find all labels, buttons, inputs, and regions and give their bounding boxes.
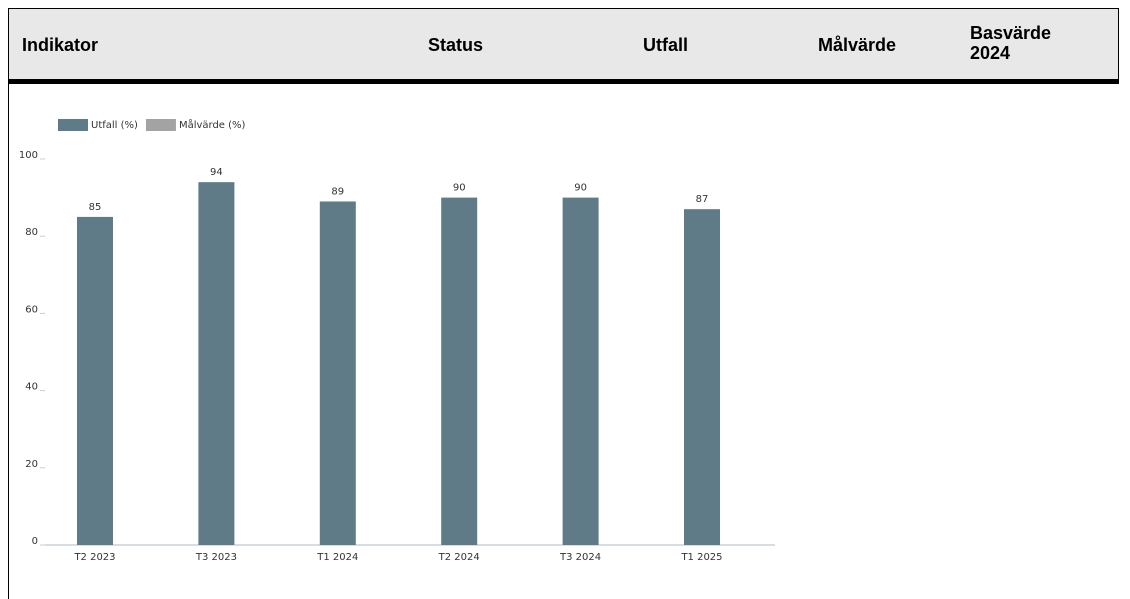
legend-label: Målvärde (%) xyxy=(179,118,246,131)
bar xyxy=(198,182,235,545)
column-header: Indikator xyxy=(22,35,99,55)
value-label: 94 xyxy=(210,167,223,178)
x-tick-label: T2 2024 xyxy=(438,552,480,563)
border xyxy=(8,83,9,599)
legend-swatch xyxy=(58,119,88,131)
x-tick-label: T1 2024 xyxy=(316,552,358,563)
y-tick-label: 80 xyxy=(25,227,38,238)
legend-swatch xyxy=(145,119,176,131)
y-tick-label: 20 xyxy=(25,459,38,470)
y-tick-label: 60 xyxy=(25,304,38,315)
column-header: Basvärde 2024 xyxy=(970,23,1051,63)
y-tick-label: 0 xyxy=(32,536,38,547)
y-tick-label: 100 xyxy=(19,150,38,161)
x-tick-label: T3 2023 xyxy=(195,552,237,563)
value-label: 85 xyxy=(89,202,102,213)
bar xyxy=(77,216,113,545)
value-label: 90 xyxy=(453,183,466,194)
value-label: 87 xyxy=(696,194,709,205)
column-header: Status xyxy=(428,35,484,55)
y-tick-label: 40 xyxy=(25,382,38,393)
column-header-line: 2024 xyxy=(970,43,1011,63)
bar xyxy=(441,197,478,545)
column-header-line: Basvärde xyxy=(970,23,1052,43)
x-tick-label: T1 2025 xyxy=(680,552,722,563)
column-header: Målvärde xyxy=(818,35,897,55)
bar xyxy=(562,197,599,545)
bar xyxy=(684,209,720,545)
column-header: Utfall xyxy=(643,35,688,55)
x-tick-label: T2 2023 xyxy=(73,552,115,563)
x-tick-label: T3 2024 xyxy=(559,552,601,563)
table-header: Indikator Status Utfall Målvärde Basvärd… xyxy=(8,8,1119,84)
bar xyxy=(319,201,356,545)
value-label: 89 xyxy=(331,186,344,197)
value-label: 90 xyxy=(574,183,587,194)
legend-label: Utfall (%) xyxy=(91,120,138,131)
